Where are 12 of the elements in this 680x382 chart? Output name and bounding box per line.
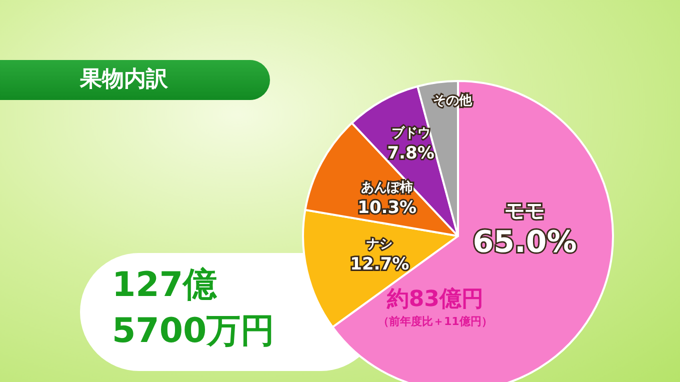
slice-label: ブドウ bbox=[391, 125, 430, 142]
slice-label: あんぽ柿 bbox=[361, 179, 414, 196]
text: 127億 5700万円 bbox=[112, 264, 275, 353]
data-label: 10.3% bbox=[358, 198, 417, 218]
text: （前年度比＋11億円） bbox=[378, 314, 492, 329]
text: 約83億円 bbox=[386, 286, 484, 314]
slice-label: ナシ bbox=[366, 236, 393, 252]
data-label: 65.0% bbox=[472, 225, 577, 260]
text: 果物内訳 bbox=[0, 60, 270, 100]
data-label: 7.8% bbox=[387, 144, 434, 164]
slice-label: モモ bbox=[504, 198, 545, 223]
data-label: 12.7% bbox=[350, 254, 410, 274]
